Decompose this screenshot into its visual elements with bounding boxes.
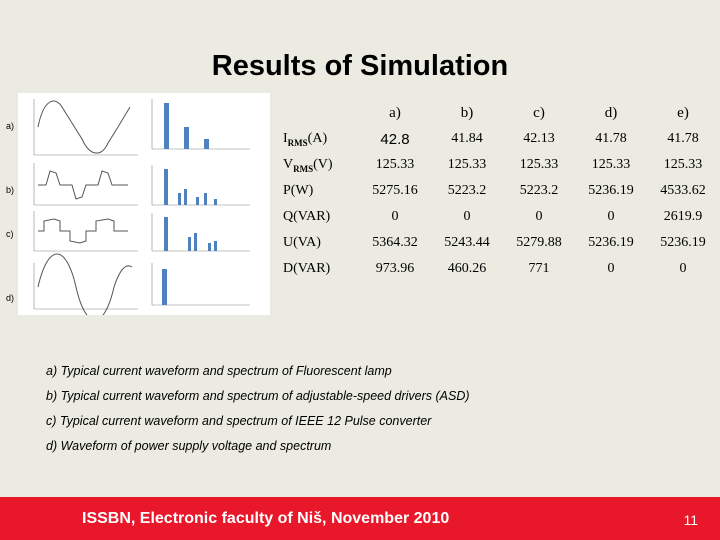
table-cell: 0 xyxy=(463,209,471,224)
table-cell: 0 xyxy=(607,261,615,276)
table-row: P(W) 5275.16 5223.2 5223.2 5236.19 4533.… xyxy=(279,178,719,204)
caption-a: a) Typical current waveform and spectrum… xyxy=(46,364,392,378)
waveform-c xyxy=(38,218,128,244)
table-cell: 125.33 xyxy=(519,157,559,172)
table-cell: 42.13 xyxy=(523,131,555,146)
table-cell: 125.33 xyxy=(375,157,415,172)
table-cell: 41.78 xyxy=(667,131,699,146)
table-cell: 5236.19 xyxy=(660,235,706,250)
footer-text: ISSBN, Electronic faculty of Niš, Novemb… xyxy=(82,510,450,527)
results-table: a) b) c) d) e) IRMS(A) 42.8 41.84 42.13 … xyxy=(279,100,719,282)
table-cell: 41.78 xyxy=(595,131,627,146)
table-row: D(VAR) 973.96 460.26 771 0 0 xyxy=(279,256,719,282)
column-header: b) xyxy=(460,104,474,121)
page-number: 11 xyxy=(683,512,698,528)
table-header-row: a) b) c) d) e) xyxy=(279,100,719,126)
slide-title: Results of Simulation xyxy=(211,50,509,82)
table-cell: 5223.2 xyxy=(519,183,559,198)
panel-label-d: d) xyxy=(6,293,15,303)
column-header: a) xyxy=(389,104,401,121)
caption-b: b) Typical current waveform and spectrum… xyxy=(46,389,470,403)
spectrum-bars xyxy=(162,103,217,305)
table-cell: 5364.32 xyxy=(372,235,418,250)
row-label-irms: IRMS(A) xyxy=(283,130,328,148)
table-cell: 4533.62 xyxy=(660,183,706,198)
table-cell: 125.33 xyxy=(591,157,631,172)
table-cell: 0 xyxy=(535,209,543,224)
waveform-spectrum-plots xyxy=(33,99,250,321)
footer-bar: ISSBN, Electronic faculty of Niš, Novemb… xyxy=(0,497,720,540)
panel-label-a: a) xyxy=(6,121,15,131)
table-cell: 771 xyxy=(528,261,550,276)
table-cell: 125.33 xyxy=(663,157,703,172)
panel-label-c: c) xyxy=(6,229,14,239)
column-header: c) xyxy=(533,104,545,121)
waveform-figure: a) b) c) d) xyxy=(6,93,270,321)
table-cell: 0 xyxy=(607,209,615,224)
table-cell: 5223.2 xyxy=(447,183,487,198)
table-cell: 973.96 xyxy=(375,261,415,276)
table-cell: 5236.19 xyxy=(588,235,634,250)
row-label-q: Q(VAR) xyxy=(283,209,331,224)
row-label-u: U(VA) xyxy=(283,235,321,250)
table-cell: 5243.44 xyxy=(444,235,490,250)
table-corner xyxy=(279,100,359,126)
table-cell: 5275.16 xyxy=(372,183,418,198)
waveform-a xyxy=(37,100,131,154)
table-cell: 42.8 xyxy=(380,130,410,148)
table-cell: 5279.88 xyxy=(516,235,562,250)
row-label-p: P(W) xyxy=(283,183,314,198)
table-cell: 41.84 xyxy=(451,131,483,146)
table-row: VRMS(V) 125.33 125.33 125.33 125.33 125.… xyxy=(279,152,719,178)
caption-d: d) Waveform of power supply voltage and … xyxy=(46,439,332,453)
waveform-d xyxy=(37,253,133,321)
row-label-d: D(VAR) xyxy=(283,261,331,276)
table-row: U(VA) 5364.32 5243.44 5279.88 5236.19 52… xyxy=(279,230,719,256)
table-cell: 5236.19 xyxy=(588,183,634,198)
column-header: d) xyxy=(604,104,618,121)
waveform-b xyxy=(38,170,128,200)
table-cell: 0 xyxy=(679,261,687,276)
column-header: e) xyxy=(677,104,689,121)
table-cell: 2619.9 xyxy=(663,209,703,224)
caption-c: c) Typical current waveform and spectrum… xyxy=(46,414,432,428)
table-row: Q(VAR) 0 0 0 0 2619.9 xyxy=(279,204,719,230)
table-cell: 460.26 xyxy=(447,261,487,276)
table-row: IRMS(A) 42.8 41.84 42.13 41.78 41.78 xyxy=(279,126,719,152)
panel-label-b: b) xyxy=(6,185,15,195)
row-label-vrms: VRMS(V) xyxy=(283,156,333,174)
figure-captions: a) Typical current waveform and spectrum… xyxy=(46,364,686,464)
table-cell: 125.33 xyxy=(447,157,487,172)
table-cell: 0 xyxy=(391,209,399,224)
